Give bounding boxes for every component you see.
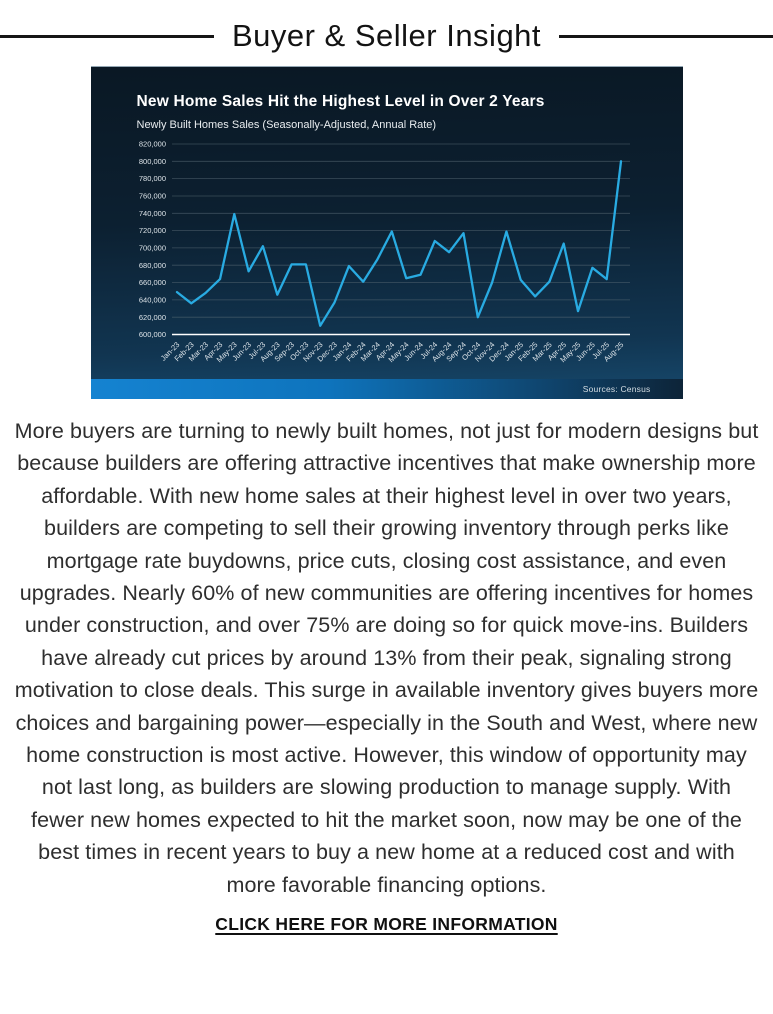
svg-text:740,000: 740,000: [138, 209, 165, 218]
svg-text:680,000: 680,000: [138, 261, 165, 270]
cta-row: CLICK HERE FOR MORE INFORMATION: [0, 914, 773, 935]
chart-source-bar: Sources: Census: [90, 379, 683, 399]
header-rule-right: [559, 34, 773, 38]
newsletter-page: Buyer & Seller Insight New Home Sales Hi…: [0, 14, 773, 1014]
svg-text:720,000: 720,000: [138, 226, 165, 235]
cta-link[interactable]: CLICK HERE FOR MORE INFORMATION: [215, 914, 558, 935]
svg-text:820,000: 820,000: [138, 140, 165, 149]
header-rule-left: [0, 34, 214, 38]
svg-text:660,000: 660,000: [138, 278, 165, 287]
svg-text:600,000: 600,000: [138, 330, 165, 339]
chart-subtitle: Newly Built Homes Sales (Seasonally-Adju…: [136, 119, 437, 131]
svg-text:800,000: 800,000: [138, 157, 165, 166]
svg-text:700,000: 700,000: [138, 244, 165, 253]
chart-title: New Home Sales Hit the Highest Level in …: [136, 93, 545, 110]
svg-text:640,000: 640,000: [138, 296, 165, 305]
newsletter-header: Buyer & Seller Insight: [0, 14, 773, 58]
svg-text:620,000: 620,000: [138, 313, 165, 322]
article-text: More buyers are turning to newly built h…: [14, 419, 759, 897]
chart-card: New Home Sales Hit the Highest Level in …: [90, 66, 683, 399]
chart-source-label: Sources: Census: [582, 384, 651, 394]
new-home-sales-line-chart: 600,000 620,000 640,000 660,000 680,000 700,0…: [138, 140, 630, 364]
svg-text:780,000: 780,000: [138, 174, 165, 183]
newsletter-title: Buyer & Seller Insight: [231, 18, 542, 53]
svg-text:760,000: 760,000: [138, 192, 165, 201]
